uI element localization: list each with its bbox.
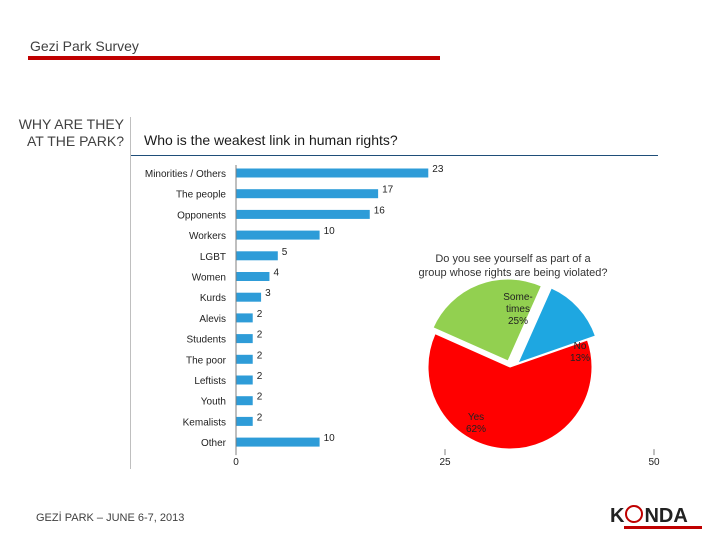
pie-slice-no — [517, 287, 597, 364]
section-divider — [130, 117, 131, 469]
bar — [236, 209, 370, 219]
pie-value-no: 13% — [570, 353, 590, 364]
bar-category-label: Kemalists — [183, 417, 226, 428]
bar — [236, 189, 379, 199]
pie-value-sometimes: 25% — [508, 316, 528, 327]
bar-category-label: Youth — [201, 397, 226, 408]
bar — [236, 272, 270, 281]
bar-category-label: Alevis — [199, 314, 226, 325]
section-label: WHY ARE THEY AT THE PARK? — [18, 116, 124, 149]
logo-ring-icon — [625, 505, 644, 523]
bar-category-label: Women — [192, 273, 226, 284]
pie-slice-sometimes — [432, 278, 543, 362]
konda-logo: K NDA — [610, 505, 702, 531]
bar-value-label: 2 — [257, 350, 263, 361]
bar — [236, 354, 253, 364]
logo-text-nda: NDA — [644, 505, 688, 527]
bar-category-label: Students — [187, 335, 226, 346]
logo-text-k: K — [610, 505, 625, 527]
pie-label-sometimes-line-2: times — [506, 304, 530, 315]
title-rule — [28, 56, 440, 60]
pie-title-line-1: Do you see yourself as part of a — [435, 253, 591, 265]
bar — [236, 168, 429, 178]
bar-value-label: 2 — [257, 392, 263, 403]
bar-chart-title: Who is the weakest link in human rights? — [144, 132, 398, 148]
pie-title-line-2: group whose rights are being violated? — [419, 267, 608, 279]
bar — [236, 251, 278, 261]
pie-label-yes: Yes — [468, 412, 484, 423]
bar — [236, 375, 253, 385]
bar-value-label: 2 — [257, 330, 263, 341]
bar — [236, 396, 253, 406]
bar-value-label: 2 — [257, 371, 263, 382]
bar-category-label: Opponents — [177, 210, 226, 221]
bar-category-label: Kurds — [200, 293, 226, 304]
bar — [236, 292, 262, 302]
bar — [236, 437, 320, 447]
bar — [236, 334, 253, 344]
question-rule — [131, 155, 658, 156]
pie-label-no: No — [574, 341, 587, 352]
bar-value-label: 4 — [273, 268, 279, 279]
pie-label-sometimes-line-1: Some- — [503, 292, 532, 303]
survey-title: Gezi Park Survey — [30, 38, 139, 54]
bar-category-label: The people — [176, 190, 226, 201]
bar-value-label: 23 — [432, 164, 444, 175]
bar-value-label: 5 — [282, 247, 288, 258]
bar — [236, 313, 253, 323]
bar-value-label: 2 — [257, 309, 263, 320]
pie-value-yes: 62% — [466, 424, 486, 435]
bar-value-label: 10 — [324, 433, 336, 444]
bar-category-label: Minorities / Others — [145, 169, 226, 180]
bar-value-label: 10 — [324, 226, 336, 237]
bar — [236, 230, 320, 240]
bar-category-label: Leftists — [194, 376, 226, 387]
bar-category-label: LGBT — [200, 252, 226, 263]
x-tick-label: 50 — [648, 457, 660, 468]
bar-category-label: Other — [201, 438, 227, 449]
bar-value-label: 16 — [374, 205, 386, 216]
x-tick-label: 0 — [233, 457, 239, 468]
logo-underline — [624, 526, 702, 529]
footer-date: GEZİ PARK – JUNE 6-7, 2013 — [36, 512, 185, 524]
bar-value-label: 2 — [257, 412, 263, 423]
x-tick-label: 25 — [439, 457, 451, 468]
bar-category-label: The poor — [186, 355, 227, 366]
bar-value-label: 17 — [382, 185, 394, 196]
pie-slice-yes — [427, 332, 593, 450]
bar — [236, 416, 253, 426]
bar-value-label: 3 — [265, 288, 271, 299]
bar-category-label: Workers — [189, 231, 226, 242]
